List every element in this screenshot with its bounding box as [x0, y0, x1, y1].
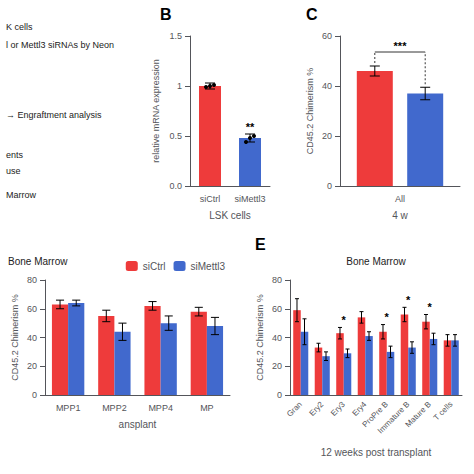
svg-text:4 w: 4 w [392, 210, 408, 221]
svg-text:**: ** [246, 121, 255, 133]
svg-text:*: * [406, 294, 411, 306]
svg-text:siMettl3: siMettl3 [234, 194, 265, 204]
svg-text:CD45.2 Chimerism %: CD45.2 Chimerism % [305, 68, 315, 155]
svg-text:siMettl3: siMettl3 [191, 261, 226, 272]
svg-text:Marrow: Marrow [6, 190, 37, 200]
svg-text:→ Engraftment analysis: → Engraftment analysis [6, 110, 102, 120]
svg-text:Ery2: Ery2 [307, 399, 325, 417]
svg-text:80: 80 [272, 275, 282, 285]
svg-text:B: B [160, 6, 172, 23]
svg-text:1: 1 [177, 81, 182, 91]
svg-text:Mature B: Mature B [404, 400, 433, 429]
svg-text:Immature B: Immature B [376, 400, 412, 436]
svg-text:Gran: Gran [285, 400, 304, 419]
svg-text:40: 40 [322, 81, 332, 91]
svg-text:relative mRNA expression: relative mRNA expression [151, 59, 161, 163]
svg-text:use: use [6, 166, 21, 176]
svg-text:0: 0 [327, 181, 332, 191]
svg-text:siCtrl: siCtrl [143, 261, 166, 272]
svg-text:0: 0 [32, 390, 37, 400]
svg-text:ansplant: ansplant [119, 419, 157, 430]
svg-text:60: 60 [322, 31, 332, 41]
svg-text:*: * [428, 301, 433, 313]
svg-text:60: 60 [27, 304, 37, 314]
svg-text:Bone Marrow: Bone Marrow [346, 256, 406, 267]
svg-text:*: * [385, 311, 390, 323]
svg-text:MPP1: MPP1 [56, 403, 81, 413]
svg-text:All: All [395, 194, 405, 204]
svg-text:MPP2: MPP2 [102, 403, 127, 413]
svg-text:80: 80 [27, 275, 37, 285]
svg-text:T cells: T cells [432, 400, 455, 423]
svg-text:***: *** [394, 40, 408, 52]
svg-text:ProPre B: ProPre B [360, 399, 390, 430]
svg-text:20: 20 [27, 361, 37, 371]
svg-text:0: 0 [277, 390, 282, 400]
svg-text:E: E [255, 236, 266, 253]
svg-text:ents: ents [6, 150, 24, 160]
svg-text:K cells: K cells [6, 22, 33, 32]
svg-text:MP: MP [200, 403, 214, 413]
svg-text:40: 40 [272, 333, 282, 343]
svg-text:20: 20 [272, 361, 282, 371]
svg-text:MPP4: MPP4 [148, 403, 173, 413]
svg-text:CD45.2 Chimerism %: CD45.2 Chimerism % [255, 294, 265, 381]
svg-text:Ery4: Ery4 [350, 399, 368, 417]
svg-text:12 weeks post transplant: 12 weeks post transplant [321, 447, 432, 458]
svg-text:l or Mettl3 siRNAs by Neon: l or Mettl3 siRNAs by Neon [6, 40, 114, 50]
svg-text:60: 60 [272, 304, 282, 314]
svg-text:0.5: 0.5 [169, 131, 182, 141]
svg-text:CD45.2 Chimerism %: CD45.2 Chimerism % [10, 294, 20, 381]
svg-text:siCtrl: siCtrl [200, 194, 221, 204]
svg-text:*: * [342, 314, 347, 326]
svg-text:1.5: 1.5 [169, 31, 182, 41]
svg-text:LSK cells: LSK cells [209, 210, 251, 221]
svg-text:Ery3: Ery3 [329, 399, 347, 417]
svg-text:0.0: 0.0 [169, 181, 182, 191]
svg-text:20: 20 [322, 131, 332, 141]
svg-text:C: C [306, 6, 318, 23]
svg-text:40: 40 [27, 333, 37, 343]
svg-text:Bone Marrow: Bone Marrow [8, 256, 68, 267]
